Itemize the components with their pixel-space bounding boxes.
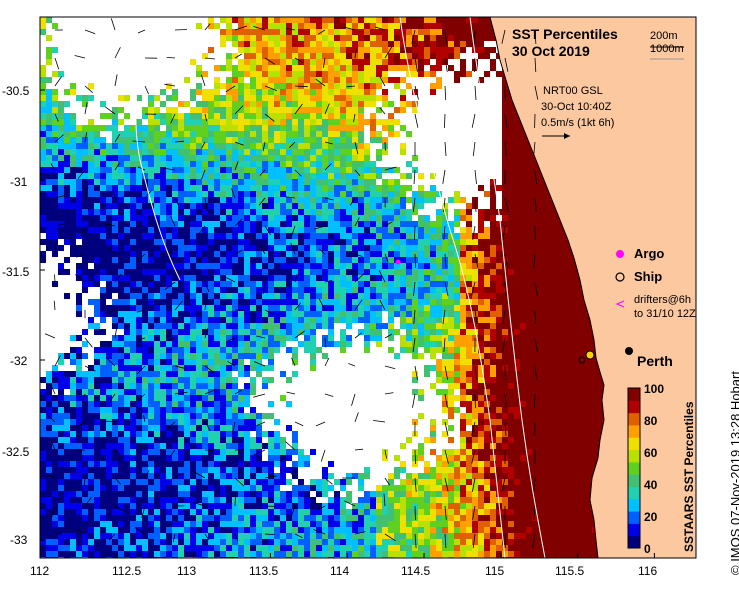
x-tick-114-5: 114.5 bbox=[401, 564, 431, 578]
plot-frame bbox=[39, 16, 697, 559]
legend-argo: Argo bbox=[634, 246, 665, 261]
ship-position-icon bbox=[585, 350, 595, 360]
velocity-scale: 0.5m/s (1kt 6h) bbox=[541, 117, 615, 129]
current-vectors bbox=[44, 18, 539, 549]
y-tick-31: -31 bbox=[10, 175, 28, 189]
contour-label-1000m: 1000m bbox=[650, 43, 684, 55]
argo-marker-icon bbox=[616, 250, 624, 258]
cbar-tick-60: 60 bbox=[644, 446, 658, 460]
y-tick-31-5: -31.5 bbox=[2, 265, 30, 279]
colorbar bbox=[627, 387, 641, 549]
credit-text: © IMOS 07-Nov-2019 13:28 Hobart bbox=[728, 371, 739, 575]
land-area bbox=[489, 17, 696, 558]
contour-1000m bbox=[399, 17, 506, 558]
perth-marker-icon bbox=[625, 347, 633, 355]
contour-200m bbox=[469, 17, 546, 558]
contour-offshore bbox=[135, 17, 181, 281]
x-tick-113: 113 bbox=[177, 564, 197, 578]
map-title: SST Percentiles bbox=[512, 26, 618, 42]
colorbar-title: SSTAARS SST Percentiles bbox=[682, 401, 696, 553]
argo-float-icon bbox=[395, 259, 401, 265]
city-label-perth: Perth bbox=[637, 353, 673, 369]
ship-track-icon bbox=[578, 356, 586, 364]
x-tick-115-5: 115.5 bbox=[555, 564, 585, 578]
axis-ticks bbox=[39, 89, 655, 558]
y-tick-32-5: -32.5 bbox=[2, 445, 30, 459]
drifter-marker-icon bbox=[615, 300, 625, 308]
y-tick-30-5: -30.5 bbox=[2, 84, 30, 98]
x-tick-114: 114 bbox=[330, 564, 350, 578]
y-tick-32: -32 bbox=[10, 354, 28, 368]
cbar-tick-80: 80 bbox=[644, 414, 658, 428]
legend-drifters: drifters@6h bbox=[634, 294, 692, 306]
cbar-tick-100: 100 bbox=[644, 382, 665, 396]
y-tick-33: -33 bbox=[10, 533, 28, 547]
map-date: 30 Oct 2019 bbox=[512, 43, 590, 59]
x-tick-112-5: 112.5 bbox=[112, 564, 142, 578]
legend-ship: Ship bbox=[634, 269, 663, 284]
x-tick-116: 116 bbox=[638, 564, 658, 578]
velocity-source: NRT00 GSL bbox=[543, 85, 603, 97]
legend-drifters-window: to 31/10 12Z bbox=[634, 308, 696, 320]
scale-arrow-head bbox=[564, 133, 570, 139]
contour-label-200m: 200m bbox=[650, 30, 678, 42]
x-tick-113-5: 113.5 bbox=[249, 564, 279, 578]
cbar-tick-40: 40 bbox=[644, 478, 658, 492]
cbar-tick-0: 0 bbox=[644, 542, 651, 556]
x-tick-115: 115 bbox=[485, 564, 505, 578]
x-tick-112: 112 bbox=[30, 564, 50, 578]
cbar-tick-20: 20 bbox=[644, 510, 658, 524]
velocity-time: 30-Oct 10:40Z bbox=[541, 101, 612, 113]
ship-marker-icon bbox=[615, 272, 625, 282]
